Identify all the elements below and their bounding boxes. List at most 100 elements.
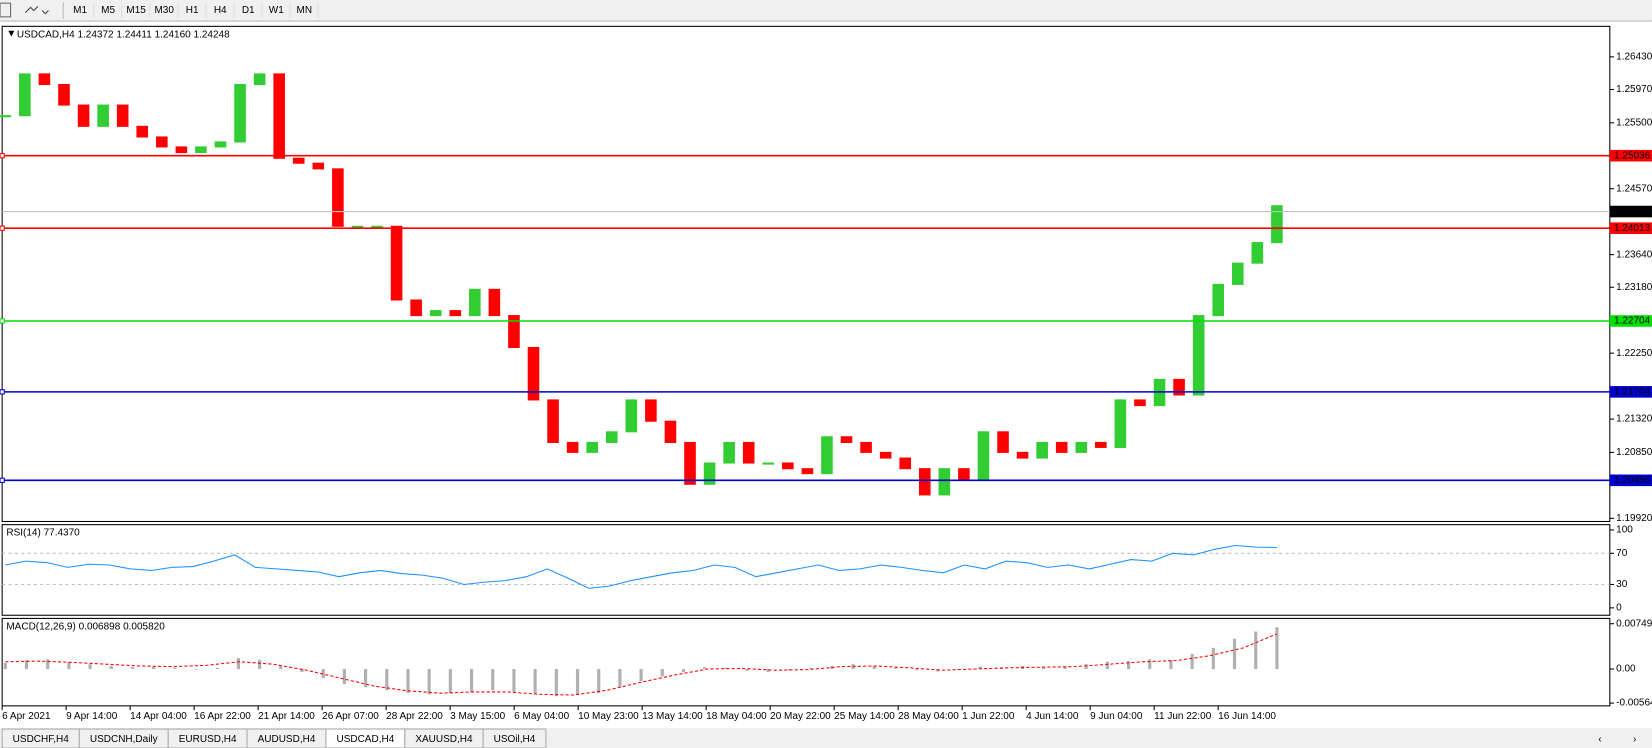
x-tick-label: 21 Apr 14:00 <box>258 711 315 722</box>
histogram-bar <box>109 665 113 669</box>
histogram-bar <box>406 668 410 694</box>
y-tick-label: 1.26430 <box>1616 52 1652 63</box>
timeframe-button[interactable]: M15 <box>126 5 146 16</box>
candle <box>234 84 246 143</box>
histogram-bar <box>130 667 135 669</box>
histogram-bar <box>46 659 50 669</box>
histogram-bar <box>745 668 749 671</box>
tab-label[interactable]: AUDUSD,H4 <box>258 734 316 745</box>
x-tick-label: 13 May 14:00 <box>642 711 703 722</box>
candle <box>782 462 794 470</box>
level-handle[interactable] <box>0 318 5 324</box>
histogram-bar <box>342 668 346 685</box>
histogram-bar <box>639 668 643 682</box>
level-label: 1.22704 <box>1614 316 1651 327</box>
y-tick-label: -0.00564 <box>1616 698 1652 709</box>
level-handle[interactable] <box>0 389 5 395</box>
timeframe-button[interactable]: H1 <box>186 5 199 16</box>
histogram-bar <box>24 659 29 669</box>
timeframe-button[interactable]: M30 <box>154 5 174 16</box>
candle <box>1231 262 1244 285</box>
tab-label[interactable]: XAUUSD,H4 <box>415 734 473 745</box>
histogram-bar <box>1042 667 1046 669</box>
histogram-bar <box>915 668 919 671</box>
level-handle[interactable] <box>0 153 5 159</box>
menu-arrow[interactable]: ▼ <box>6 28 16 39</box>
candle <box>1055 441 1068 453</box>
histogram-bar <box>385 668 389 691</box>
y-tick-label: 1.23180 <box>1616 282 1652 293</box>
y-tick-label: 1.22250 <box>1616 348 1652 359</box>
histogram-bar <box>575 668 580 695</box>
candle <box>97 104 109 127</box>
candle <box>997 431 1009 453</box>
candle <box>488 288 501 317</box>
tab[interactable] <box>482 728 547 748</box>
timeframe-button[interactable]: D1 <box>242 5 255 16</box>
price-label-box <box>1609 205 1652 218</box>
candle <box>332 168 344 227</box>
histogram-bar <box>809 667 813 669</box>
candle <box>625 399 638 433</box>
candle <box>38 73 51 86</box>
x-tick-label: 9 Jun 04:00 <box>1090 711 1143 722</box>
histogram-bar <box>1232 638 1237 669</box>
tool-icon[interactable] <box>24 5 49 15</box>
tool-icon[interactable] <box>0 2 12 18</box>
y-tick-label: 70 <box>1616 548 1628 559</box>
tab-label[interactable]: USOil,H4 <box>494 734 536 745</box>
candle <box>605 431 618 443</box>
tab-label[interactable]: USDCAD,H4 <box>336 734 394 745</box>
scroll-right[interactable]: › <box>1633 734 1636 745</box>
candle <box>801 468 814 475</box>
histogram-bar <box>787 668 792 671</box>
candle <box>1212 283 1225 317</box>
histogram-bar <box>279 665 283 669</box>
histogram-bar <box>1169 659 1173 669</box>
level-handle[interactable] <box>0 477 5 483</box>
timeframe-button[interactable]: W1 <box>269 5 284 16</box>
tab-label[interactable]: USDCNH,Daily <box>90 734 158 745</box>
histogram-bar <box>1084 664 1088 669</box>
timeframe-button[interactable]: MN <box>297 5 313 16</box>
candle <box>586 441 598 453</box>
x-tick-label: 11 Jun 22:00 <box>1154 711 1212 722</box>
histogram-bar <box>427 668 431 695</box>
histogram-bar <box>533 668 537 695</box>
histogram-bar <box>597 668 601 694</box>
candle <box>1251 242 1264 264</box>
x-tick-label: 16 Apr 22:00 <box>194 711 251 722</box>
candle <box>938 468 951 496</box>
candle <box>566 441 579 453</box>
scroll-left[interactable]: ‹ <box>1598 734 1601 745</box>
timeframe-button[interactable]: M5 <box>101 5 115 16</box>
tab-label[interactable]: EURUSD,H4 <box>179 734 237 745</box>
histogram-bar <box>1148 659 1152 669</box>
level-handle[interactable] <box>0 225 5 231</box>
x-tick-label: 4 Jun 14:00 <box>1026 711 1079 722</box>
candle <box>645 399 657 422</box>
timeframe-button[interactable]: M1 <box>73 5 87 16</box>
candle <box>527 346 540 401</box>
tab-label[interactable]: USDCHF,H4 <box>13 734 70 745</box>
histogram-bar <box>258 659 262 669</box>
candle <box>116 104 129 127</box>
histogram-bar <box>1211 647 1215 669</box>
timeframe-button[interactable]: H4 <box>214 5 227 16</box>
candle <box>1114 399 1127 448</box>
histogram-bar <box>152 666 156 669</box>
histogram-bar <box>88 664 92 669</box>
candle <box>684 441 696 485</box>
candle <box>840 436 853 443</box>
candle <box>449 310 462 317</box>
histogram-bar <box>1063 666 1067 669</box>
x-tick-label: 10 May 23:00 <box>578 711 639 722</box>
x-tick-label: 20 May 22:00 <box>770 711 831 722</box>
histogram-bar <box>236 658 241 669</box>
histogram-bar <box>724 667 728 669</box>
histogram-bar <box>1254 631 1258 669</box>
candle <box>703 462 716 485</box>
x-tick-label: 28 May 04:00 <box>898 711 959 722</box>
candle <box>860 441 872 453</box>
